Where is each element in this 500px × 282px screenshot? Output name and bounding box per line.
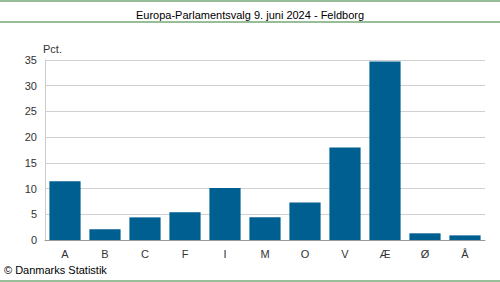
svg-text:30: 30	[25, 80, 37, 92]
svg-text:V: V	[341, 248, 349, 260]
svg-text:35: 35	[25, 54, 37, 66]
svg-text:A: A	[61, 248, 69, 260]
svg-text:5: 5	[31, 208, 37, 220]
svg-text:© Danmarks Statistik: © Danmarks Statistik	[4, 264, 107, 276]
svg-text:Å: Å	[461, 248, 469, 260]
svg-text:25: 25	[25, 105, 37, 117]
svg-text:15: 15	[25, 157, 37, 169]
svg-text:Æ: Æ	[380, 248, 391, 260]
svg-text:Pct.: Pct.	[43, 43, 62, 55]
svg-text:10: 10	[25, 183, 37, 195]
svg-text:Europa-Parlamentsvalg 9. juni: Europa-Parlamentsvalg 9. juni 2024 - Fel…	[136, 9, 364, 21]
svg-text:F: F	[182, 248, 189, 260]
svg-text:O: O	[301, 248, 310, 260]
svg-text:I: I	[223, 248, 226, 260]
svg-text:B: B	[101, 248, 108, 260]
svg-text:M: M	[260, 248, 269, 260]
svg-text:0: 0	[31, 234, 37, 246]
svg-text:20: 20	[25, 131, 37, 143]
svg-text:C: C	[141, 248, 149, 260]
svg-text:Ø: Ø	[421, 248, 430, 260]
